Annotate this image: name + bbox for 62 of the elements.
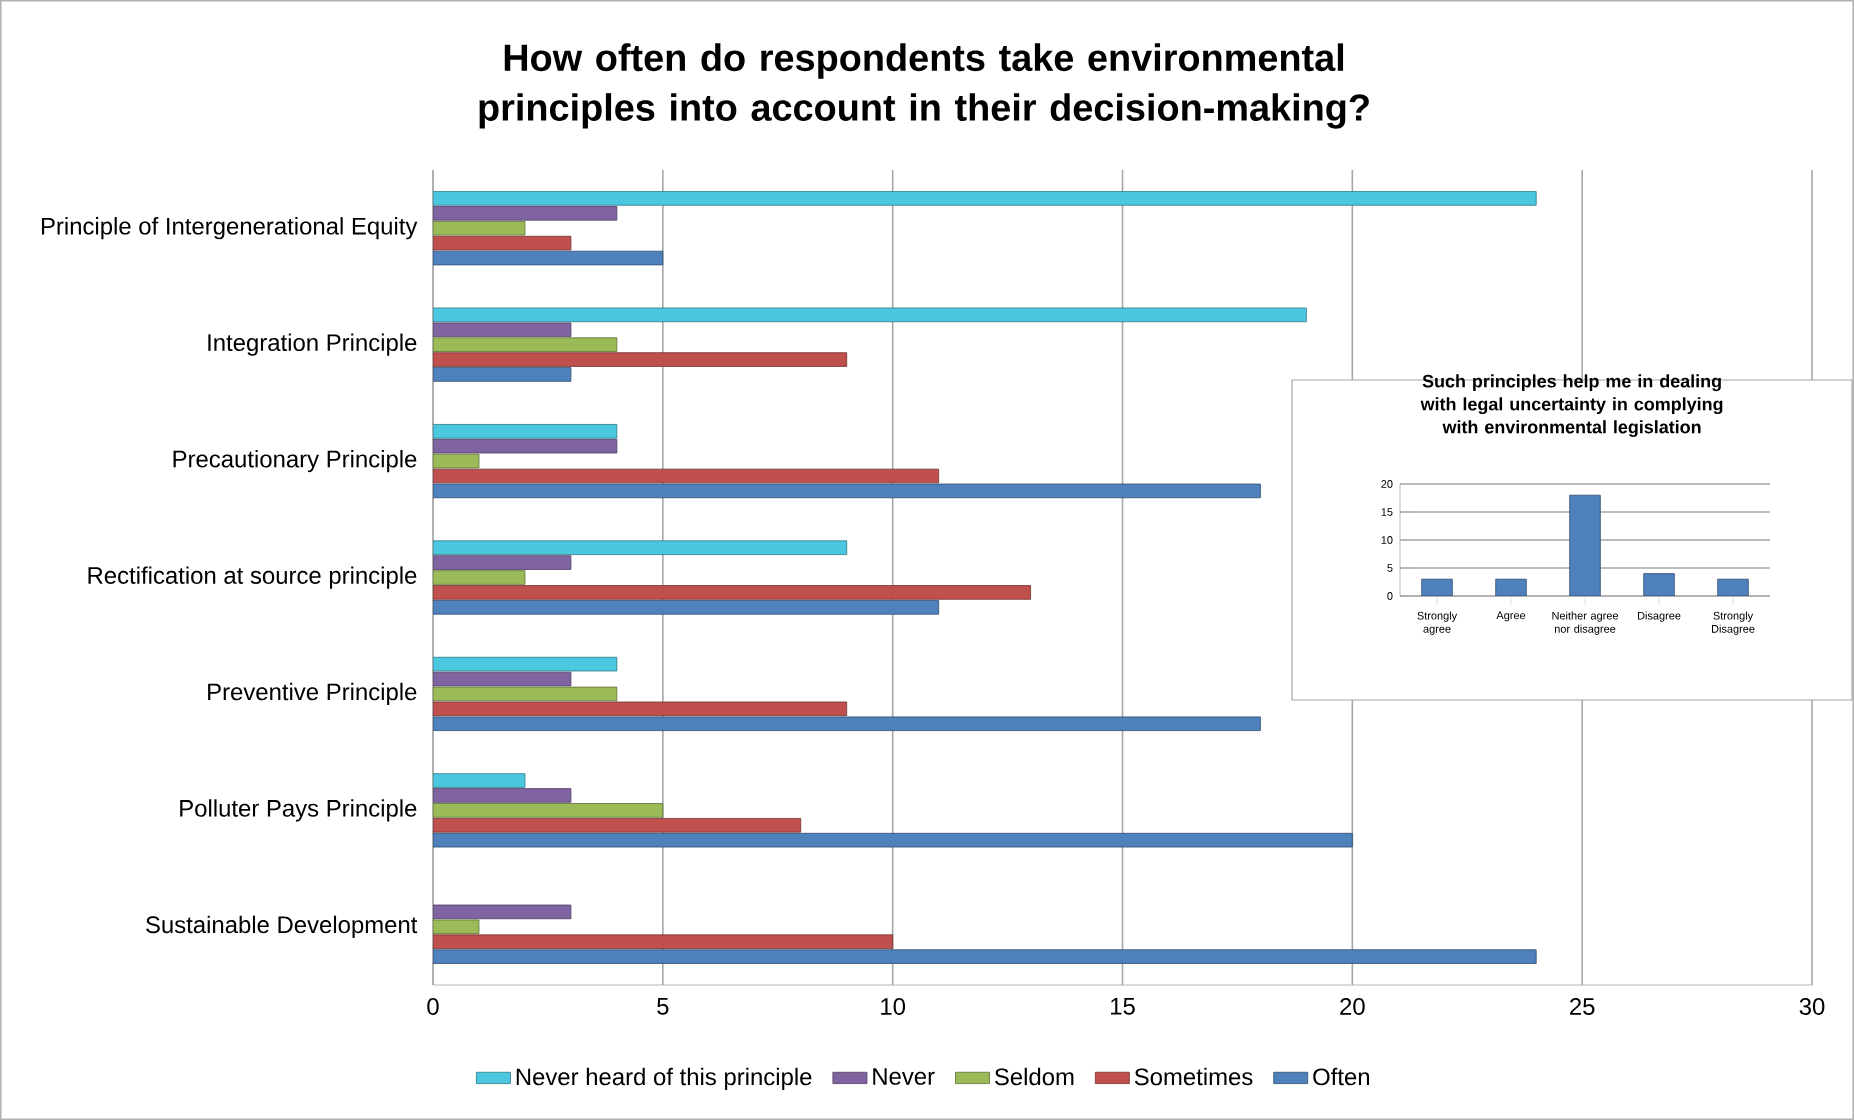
bar xyxy=(433,250,664,266)
bar xyxy=(433,367,572,382)
bar xyxy=(433,934,894,949)
x-tick-label: 30 xyxy=(1799,998,1825,1015)
x-tick-label: Strongly agree xyxy=(1417,611,1458,635)
x-tick-label: 0 xyxy=(427,998,439,1015)
chart-title: How often do respondents take environmental principles into account in their decision-making? xyxy=(479,43,1369,129)
y-tick-label: 20 xyxy=(1381,480,1393,488)
bar xyxy=(433,600,940,615)
bar xyxy=(433,337,618,352)
x-tick-label: 10 xyxy=(881,998,906,1015)
x-tick-label: Strongly Disagree xyxy=(1712,611,1755,635)
bar xyxy=(433,716,1261,731)
bar xyxy=(433,540,848,555)
bar xyxy=(433,555,572,570)
y-tick-label: Sustainable Development xyxy=(146,915,418,938)
bar xyxy=(1717,578,1749,596)
bar xyxy=(433,206,618,221)
y-tick-label: Principle of Intergenerational Equity xyxy=(41,217,418,240)
x-tick-label: 5 xyxy=(657,998,669,1015)
x-tick-label: 15 xyxy=(1111,998,1135,1015)
bar xyxy=(1569,494,1601,596)
y-tick-label: Integration Principle xyxy=(208,333,417,356)
y-tick-label: 5 xyxy=(1387,564,1393,572)
bar xyxy=(1421,578,1453,596)
legend-label: Never heard of this principle xyxy=(516,1067,812,1091)
x-tick-label: 20 xyxy=(1340,998,1365,1015)
legend-label: Seldom xyxy=(994,1067,1074,1086)
bar xyxy=(433,438,618,454)
y-tick-label: Preventive Principle xyxy=(208,682,417,706)
bar xyxy=(433,424,618,439)
bar xyxy=(433,483,1261,499)
bar xyxy=(433,949,1537,964)
bar xyxy=(433,773,526,788)
bar xyxy=(433,570,526,585)
y-tick-label: Polluter Pays Principle xyxy=(180,799,417,822)
y-tick-label: Rectification at source principle xyxy=(88,566,417,589)
x-tick-label: 25 xyxy=(1570,998,1595,1015)
bar xyxy=(433,585,1031,600)
bar xyxy=(433,307,1307,323)
y-tick-label: 15 xyxy=(1381,508,1393,516)
y-tick-label: 10 xyxy=(1381,536,1393,544)
legend-label: Often xyxy=(1313,1067,1370,1086)
bar xyxy=(433,656,618,672)
chart-title: Such principles help me in dealing with legal uncertainty in complying with environmental legislation xyxy=(1420,374,1723,438)
legend-label: Sometimes xyxy=(1134,1067,1253,1086)
y-tick-label: 0 xyxy=(1387,592,1393,600)
bar xyxy=(1643,573,1675,596)
bar xyxy=(433,322,572,337)
x-tick-label: Neither agree nor disagree xyxy=(1552,611,1619,635)
y-tick-label: Precautionary Principle xyxy=(173,449,417,473)
bar xyxy=(433,788,572,803)
bar xyxy=(433,904,572,920)
bar xyxy=(433,352,848,367)
bar xyxy=(433,191,1537,206)
bar xyxy=(433,671,572,687)
legend-label: Never xyxy=(873,1068,935,1085)
bar xyxy=(433,832,1353,848)
x-tick-label: Agree xyxy=(1496,611,1526,622)
x-tick-label: Disagree xyxy=(1638,611,1681,622)
bar xyxy=(433,803,664,818)
bar xyxy=(1495,578,1527,596)
